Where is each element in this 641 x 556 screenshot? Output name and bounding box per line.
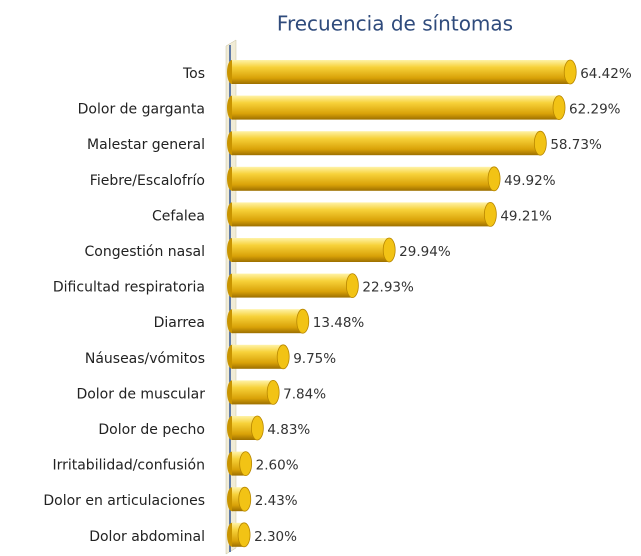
bar-cap xyxy=(239,451,253,477)
bar xyxy=(232,166,495,191)
y-tick-label: Irritabilidad/confusión xyxy=(52,458,205,474)
bar-cap xyxy=(296,308,310,334)
y-tick-label: Dolor de muscular xyxy=(76,386,205,402)
bar xyxy=(232,238,390,262)
value-label: 62.29% xyxy=(569,102,621,118)
bar xyxy=(232,131,541,156)
y-tick-label: Dificultad respiratoria xyxy=(53,280,205,296)
bar-cap xyxy=(276,344,290,370)
y-tick-label: Cefalea xyxy=(152,208,205,224)
y-tick-label: Congestión nasal xyxy=(85,244,206,260)
value-label: 64.42% xyxy=(580,66,632,82)
bar xyxy=(232,202,491,227)
value-label: 22.93% xyxy=(362,280,414,296)
y-tick-label: Dolor de pecho xyxy=(98,422,205,438)
value-label: 2.43% xyxy=(255,493,298,509)
y-tick-label: Malestar general xyxy=(87,137,205,153)
value-label: 49.92% xyxy=(504,173,556,189)
bar xyxy=(232,273,353,298)
value-label: 2.60% xyxy=(256,458,299,474)
bar-cap xyxy=(563,59,577,85)
value-label: 9.75% xyxy=(293,351,336,367)
bar xyxy=(232,60,571,84)
value-label: 13.48% xyxy=(313,315,365,331)
y-tick-label: Fiebre/Escalofrío xyxy=(90,173,205,189)
bar-cap xyxy=(533,130,547,156)
bar-cap xyxy=(250,415,264,441)
y-tick-label: Dolor en articulaciones xyxy=(43,493,205,509)
bar xyxy=(232,380,274,405)
y-tick-label: Tos xyxy=(182,66,205,82)
bar-cap xyxy=(345,273,359,299)
value-label: 29.94% xyxy=(399,244,451,260)
bar-cap xyxy=(237,522,251,548)
value-label: 4.83% xyxy=(267,422,310,438)
y-tick-label: Dolor abdominal xyxy=(89,529,205,545)
y-tick-label: Dolor de garganta xyxy=(78,102,205,118)
value-label: 58.73% xyxy=(550,137,602,153)
bar-cap xyxy=(487,166,501,192)
value-label: 2.30% xyxy=(254,529,297,545)
bar-cap xyxy=(266,379,280,405)
y-tick-label: Diarrea xyxy=(154,315,205,331)
bar xyxy=(232,95,560,120)
bar-cap xyxy=(552,95,566,120)
bar xyxy=(232,309,303,334)
bar-cap xyxy=(382,237,396,263)
y-tick-label: Náuseas/vómitos xyxy=(85,351,205,367)
bar xyxy=(232,344,284,369)
chart-title: Frecuencia de síntomas xyxy=(277,12,513,36)
bar-cap xyxy=(238,486,252,512)
value-label: 49.21% xyxy=(500,208,552,224)
bar-cap xyxy=(483,201,497,227)
value-label: 7.84% xyxy=(283,386,326,402)
